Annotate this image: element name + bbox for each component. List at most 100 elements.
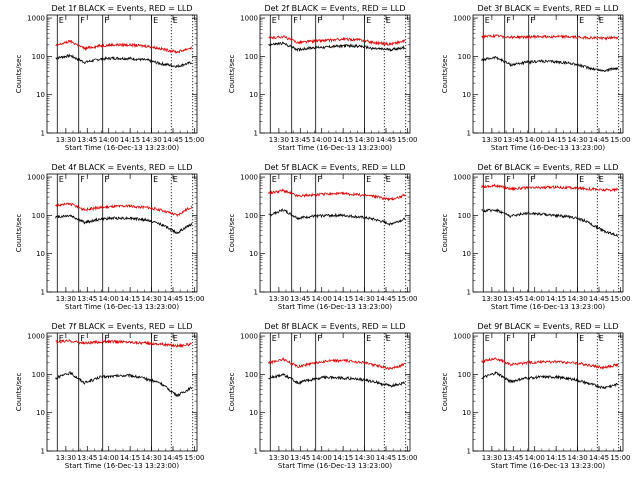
x-tick-label: 14:45 [376, 136, 396, 144]
x-tick-label: 14:45 [376, 295, 396, 303]
x-tick-label: 13:30 [56, 136, 76, 144]
y-tick-label: 1000 [453, 174, 471, 182]
event-marker-label: E [485, 16, 490, 25]
event-marker-label: E [485, 334, 490, 343]
event-marker-label: E [366, 175, 371, 184]
event-marker-label: E [173, 334, 178, 343]
x-tick-label: 14:15 [546, 136, 566, 144]
event-marker-label: E [366, 16, 371, 25]
lld-series-line [481, 33, 619, 41]
event-marker-label: F [80, 16, 85, 25]
x-tick-label: 13:45 [290, 295, 310, 303]
x-tick-label: 14:30 [141, 295, 161, 303]
event-marker-label: E [272, 16, 277, 25]
y-tick-label: 10 [36, 91, 45, 99]
x-tick-label: 14:00 [525, 295, 545, 303]
x-tick-label: 13:30 [482, 454, 502, 462]
event-marker-label: F [506, 175, 511, 184]
y-tick-label: 1000 [453, 15, 471, 23]
x-tick-label: 14:15 [120, 136, 140, 144]
events-series-line [55, 214, 193, 234]
y-axis-label: Counts/sec [441, 55, 449, 94]
y-tick-label: 1 [254, 130, 258, 138]
y-tick-label: 10 [249, 250, 258, 258]
lld-series-line [55, 339, 193, 349]
plot-frame [46, 14, 198, 134]
y-tick-label: 1000 [27, 15, 45, 23]
y-tick-label: 100 [32, 212, 45, 220]
x-tick-label: 14:30 [354, 454, 374, 462]
panel-det-5: Det 5f BLACK = Events, RED = LLD 1 10 100 10… [228, 163, 418, 311]
panel-det-4: Det 4f BLACK = Events, RED = LLD 1 10 100 10… [15, 163, 205, 311]
plot-frame [472, 14, 624, 134]
x-axis-label: Start Time (16-Dec-13 13:23:00) [65, 462, 179, 470]
event-marker-label: E [366, 334, 371, 343]
x-axis-label: Start Time (16-Dec-13 13:23:00) [278, 462, 392, 470]
y-tick-label: 100 [245, 212, 258, 220]
y-tick-label: 1000 [27, 333, 45, 341]
y-tick-label: 1 [41, 289, 45, 297]
event-marker-label: F [317, 175, 322, 184]
y-axis-label: Counts/sec [228, 373, 236, 412]
x-tick-label: 14:00 [99, 136, 119, 144]
x-tick-label: 14:45 [589, 454, 609, 462]
x-tick-label: 14:00 [525, 454, 545, 462]
plot-frame [259, 173, 411, 293]
event-marker-label: F [80, 175, 85, 184]
event-marker-label: F [530, 16, 535, 25]
event-marker-label: E [153, 175, 158, 184]
event-marker-label: F [506, 16, 511, 25]
x-tick-label: 14:15 [120, 454, 140, 462]
event-marker-label: E [386, 175, 391, 184]
x-tick-label: 14:00 [99, 295, 119, 303]
x-tick-label: 15:00 [610, 454, 630, 462]
x-tick-label: 13:45 [77, 136, 97, 144]
lld-series-line [268, 188, 406, 202]
lld-series-line [481, 183, 619, 193]
y-axis-label: Counts/sec [441, 373, 449, 412]
panel-det-2: Det 2f BLACK = Events, RED = LLD 1 10 100 10… [228, 4, 418, 152]
x-axis-label: Start Time (16-Dec-13 13:23:00) [278, 303, 392, 311]
panel-title: Det 5f BLACK = Events, RED = LLD [264, 163, 405, 172]
x-tick-label: 13:30 [269, 136, 289, 144]
y-tick-label: 10 [36, 250, 45, 258]
y-axis-label: Counts/sec [228, 55, 236, 94]
y-tick-label: 10 [462, 91, 471, 99]
lld-series-line [268, 356, 406, 371]
x-tick-label: 13:45 [503, 295, 523, 303]
events-series-line [268, 208, 406, 227]
x-tick-label: 15:00 [610, 136, 630, 144]
y-axis-label: Counts/sec [228, 214, 236, 253]
y-tick-label: 1000 [453, 333, 471, 341]
y-tick-label: 100 [458, 53, 471, 61]
y-tick-label: 100 [458, 371, 471, 379]
x-tick-label: 14:00 [312, 136, 332, 144]
x-tick-label: 13:45 [503, 454, 523, 462]
y-tick-label: 1 [467, 289, 471, 297]
x-tick-label: 14:30 [354, 136, 374, 144]
event-marker-label: E [599, 334, 604, 343]
event-marker-label: E [153, 16, 158, 25]
plot-frame [259, 14, 411, 134]
x-tick-label: 14:15 [546, 295, 566, 303]
lld-series-line [268, 35, 406, 46]
plot-frame [472, 173, 624, 293]
event-marker-label: E [153, 334, 158, 343]
x-tick-label: 15:00 [397, 295, 417, 303]
event-marker-label: F [293, 175, 298, 184]
x-tick-label: 15:00 [610, 295, 630, 303]
y-tick-label: 1000 [27, 174, 45, 182]
lld-series-line [55, 39, 192, 55]
x-axis-label: Start Time (16-Dec-13 13:23:00) [278, 144, 392, 152]
events-series-line [55, 371, 193, 398]
event-marker-label: E [59, 334, 64, 343]
y-tick-label: 10 [462, 250, 471, 258]
y-tick-label: 1000 [240, 174, 258, 182]
x-tick-label: 13:30 [56, 295, 76, 303]
event-marker-label: F [293, 334, 298, 343]
x-axis-label: Start Time (16-Dec-13 13:23:00) [65, 303, 179, 311]
event-marker-label: E [579, 16, 584, 25]
y-tick-label: 10 [249, 91, 258, 99]
x-tick-label: 14:15 [333, 136, 353, 144]
